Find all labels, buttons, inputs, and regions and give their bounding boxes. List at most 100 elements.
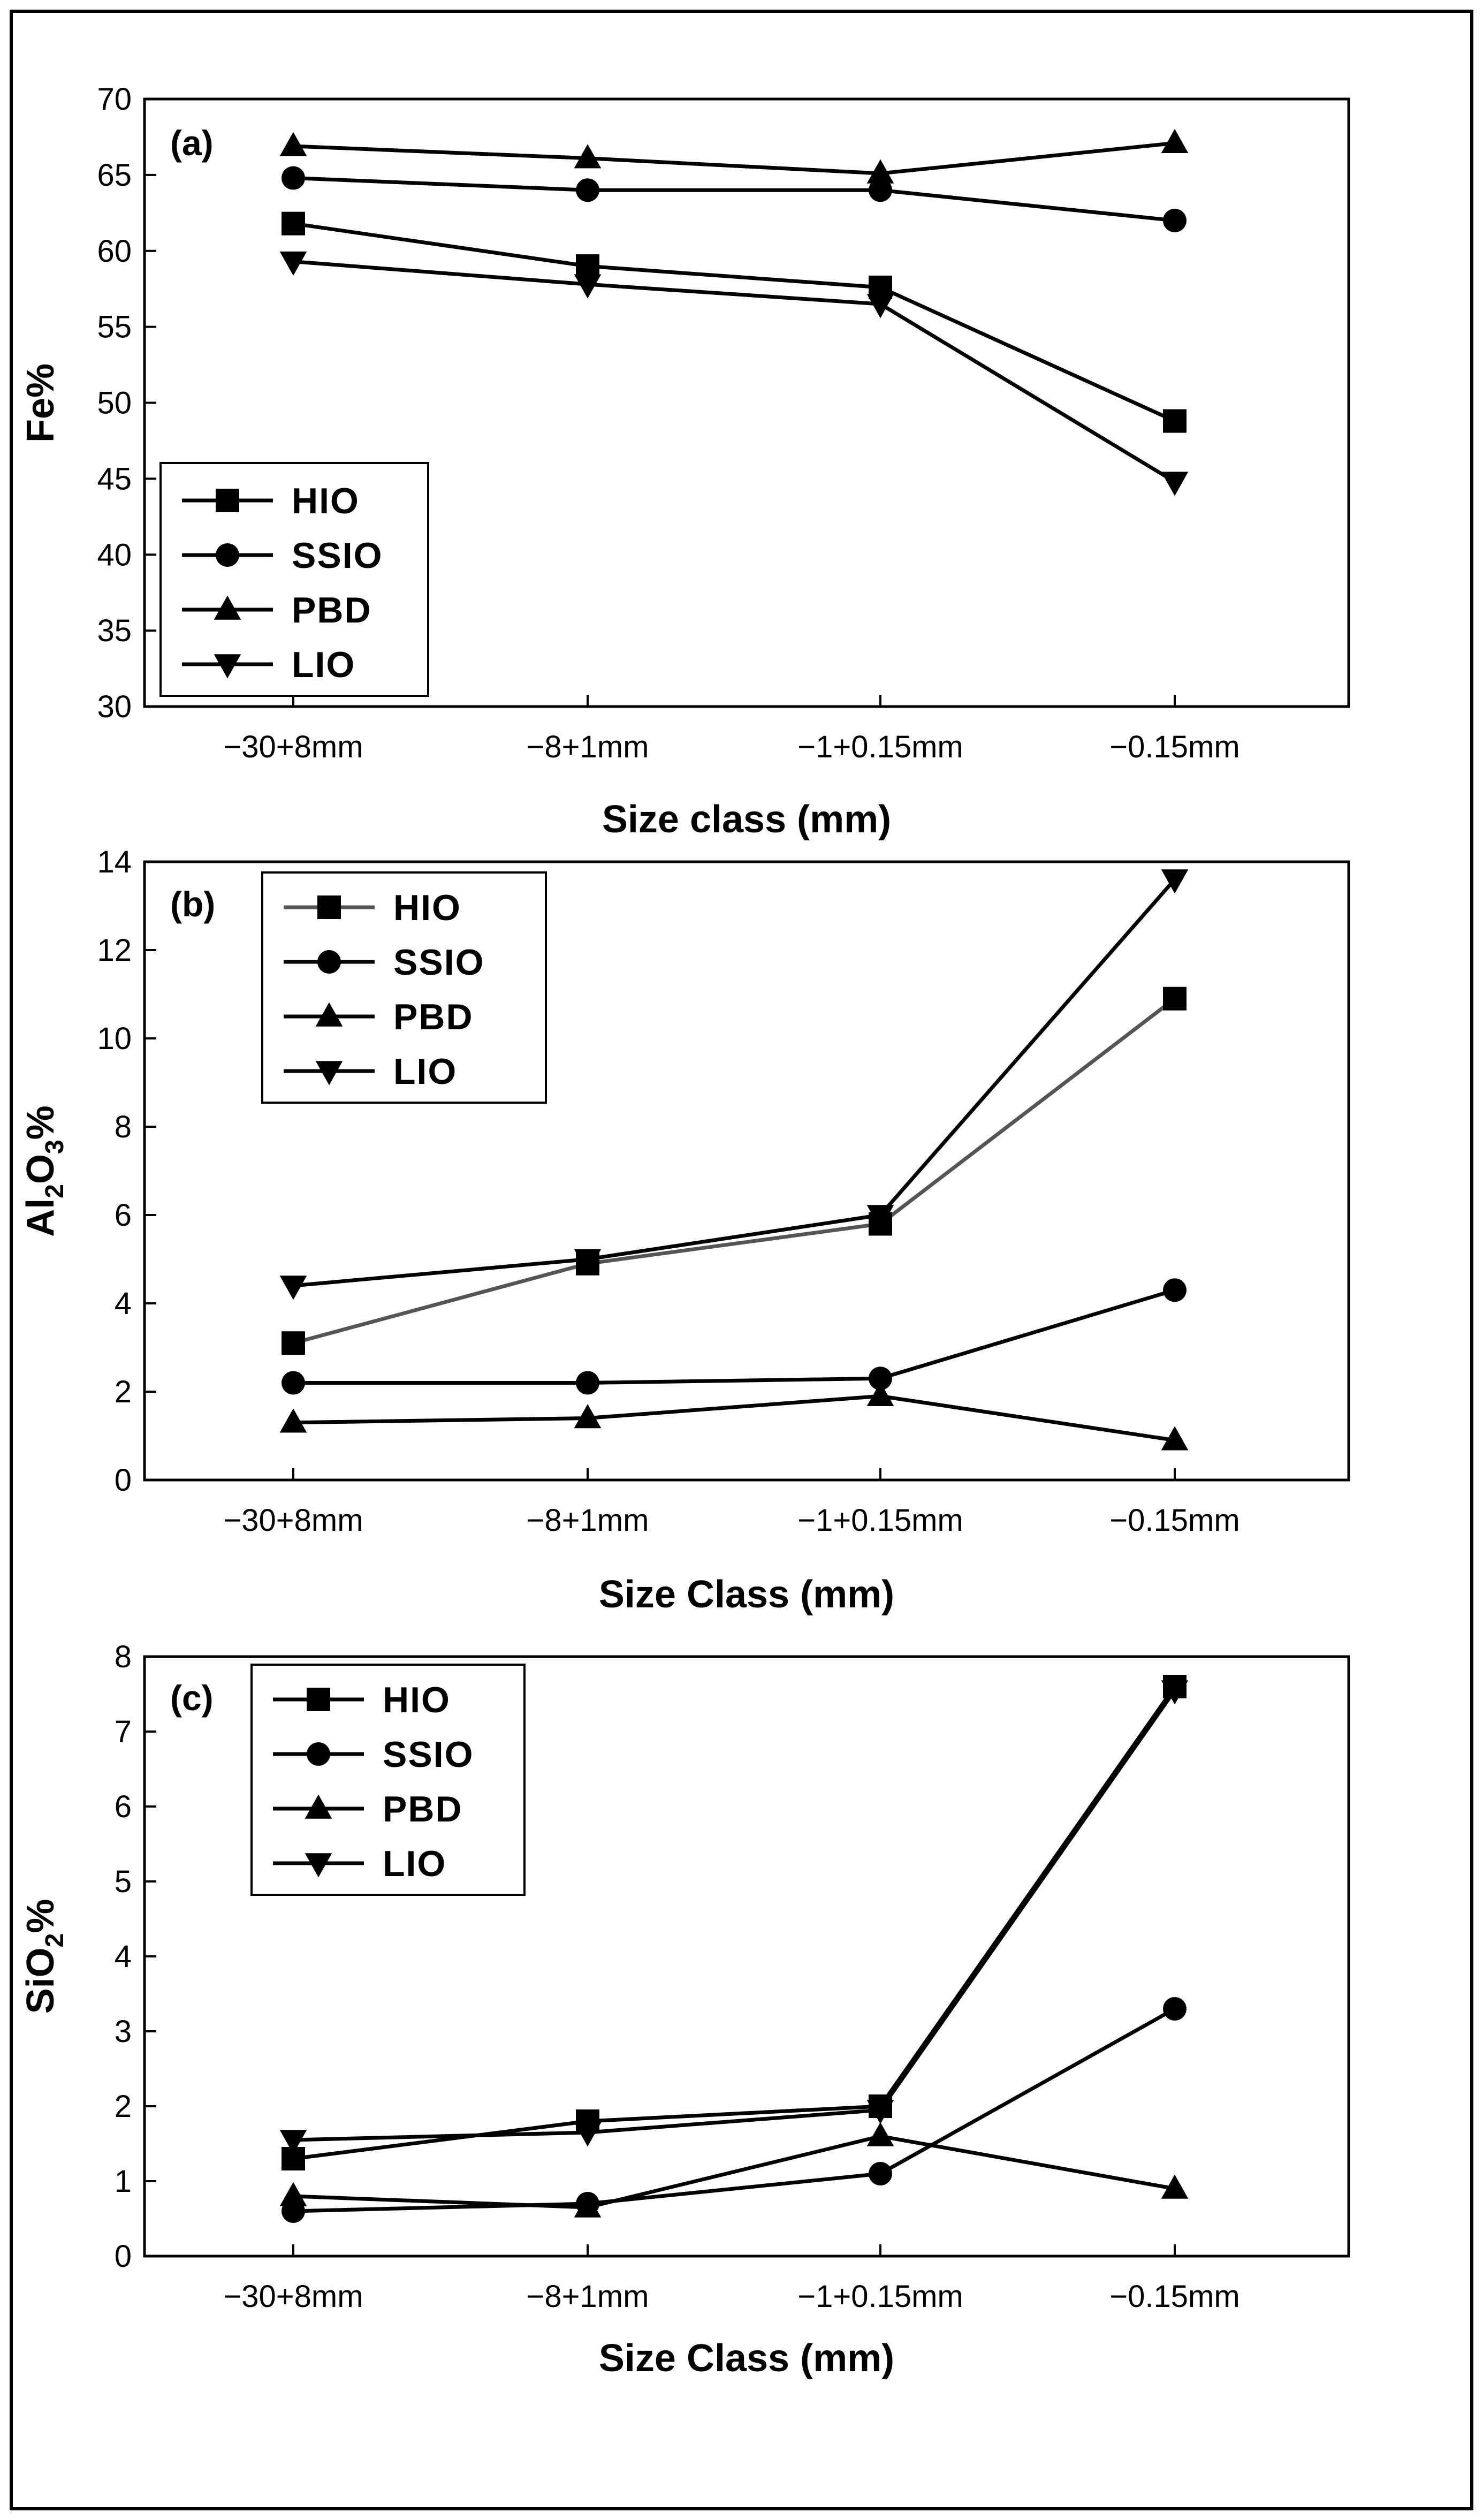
legend-marker-ssio bbox=[216, 543, 239, 567]
legend-label-ssio: SSIO bbox=[383, 1734, 474, 1775]
data-point-hio bbox=[1163, 409, 1187, 433]
data-point-pbd bbox=[279, 1408, 307, 1433]
data-point-hio bbox=[282, 211, 305, 236]
legend-marker-pbd bbox=[305, 1794, 332, 1819]
y-tick-label: 12 bbox=[97, 933, 132, 968]
data-point-pbd bbox=[1161, 128, 1189, 153]
legend-label-hio: HIO bbox=[292, 481, 360, 521]
y-axis-c: 0 1 2 3 4 5 6 7 8 bbox=[115, 1639, 156, 2274]
data-point-ssio bbox=[576, 1371, 599, 1395]
data-point-ssio bbox=[1163, 209, 1187, 232]
x-axis-a: −30+8mm −8+1mm −1+0.15mm −0.15mm bbox=[223, 695, 1240, 764]
series-line-hio bbox=[293, 997, 1176, 1345]
y-tick-label: 3 bbox=[115, 2014, 132, 2049]
legend-a: HIO SSIO PBD LIO bbox=[159, 462, 429, 697]
series-line-hio bbox=[293, 1685, 1176, 2161]
y-axis-title-c: SiO2% bbox=[19, 1899, 69, 2014]
legend-marker-hio bbox=[216, 489, 239, 512]
series-line-ssio bbox=[293, 2007, 1176, 2213]
data-point-hio bbox=[282, 1331, 305, 1355]
legend-box-b bbox=[261, 871, 547, 1104]
y-tick-label: 6 bbox=[115, 1789, 132, 1824]
y-tick-label: 8 bbox=[115, 1639, 132, 1674]
y-tick-label: 4 bbox=[115, 1286, 132, 1321]
y-axis-b: 0 2 4 6 8 10 12 14 bbox=[97, 845, 156, 1498]
data-point-ssio bbox=[869, 2162, 892, 2185]
series-line-lio bbox=[293, 878, 1176, 1288]
y-tick-label: 6 bbox=[115, 1198, 132, 1233]
data-point-ssio bbox=[576, 178, 599, 202]
y-axis-a: 30 35 40 45 50 55 60 65 70 bbox=[97, 82, 156, 724]
x-tick-label: −8+1mm bbox=[527, 2279, 649, 2314]
legend-marker-pbd bbox=[214, 595, 241, 620]
data-point-lio bbox=[1161, 869, 1189, 894]
data-point-pbd bbox=[279, 2182, 307, 2206]
x-tick-label: −1+0.15mm bbox=[797, 730, 963, 764]
series-layer-b bbox=[279, 869, 1189, 1451]
y-tick-label: 40 bbox=[97, 537, 132, 572]
data-point-lio bbox=[1161, 1680, 1189, 1705]
x-axis-title-c: Size Class (mm) bbox=[599, 2337, 894, 2380]
y-axis-title-b: Al2O3% bbox=[19, 1105, 69, 1236]
y-tick-label: 1 bbox=[115, 2164, 132, 2199]
legend-label-lio: LIO bbox=[393, 1051, 457, 1092]
data-point-hio bbox=[1163, 986, 1187, 1011]
x-tick-label: −30+8mm bbox=[223, 1503, 363, 1538]
data-point-pbd bbox=[574, 2193, 602, 2218]
y-tick-label: 14 bbox=[97, 845, 132, 879]
data-point-lio bbox=[574, 2122, 602, 2147]
data-point-lio bbox=[866, 2100, 894, 2124]
data-point-lio bbox=[279, 2130, 307, 2154]
series-line-lio bbox=[293, 1689, 1176, 2142]
y-tick-label: 65 bbox=[97, 158, 132, 193]
x-tick-label: −8+1mm bbox=[527, 1503, 649, 1538]
data-point-pbd bbox=[1161, 2174, 1189, 2199]
y-tick-label: 5 bbox=[115, 1864, 132, 1899]
y-tick-label: 55 bbox=[97, 310, 132, 345]
y-tick-label: 2 bbox=[115, 2089, 132, 2124]
x-axis-b: −30+8mm −8+1mm −1+0.15mm −0.15mm bbox=[223, 1468, 1240, 1538]
data-point-pbd bbox=[866, 1382, 894, 1406]
data-point-lio bbox=[574, 274, 602, 299]
data-point-ssio bbox=[869, 178, 892, 202]
legend-c: HIO SSIO PBD LIO bbox=[250, 1664, 526, 1896]
data-point-pbd bbox=[866, 159, 894, 184]
legend-marker-lio bbox=[214, 654, 241, 679]
x-tick-label: −1+0.15mm bbox=[797, 2279, 963, 2314]
panel-c: (c) 0 1 2 3 4 5 6 7 8 −30+8mm −8+1mm −1+0.15mm −0.1… bbox=[19, 1639, 1350, 2380]
figure-frame bbox=[10, 10, 1473, 2510]
panel-label-a: (a) bbox=[170, 123, 214, 163]
legend-label-ssio: SSIO bbox=[292, 535, 383, 576]
data-point-lio bbox=[866, 294, 894, 318]
x-tick-label: −0.15mm bbox=[1109, 1503, 1239, 1538]
legend-marker-lio bbox=[305, 1853, 332, 1878]
data-point-pbd bbox=[866, 2122, 894, 2146]
series-line-ssio bbox=[293, 1288, 1176, 1385]
x-tick-label: −0.15mm bbox=[1109, 730, 1239, 764]
panel-label-c: (c) bbox=[170, 1678, 214, 1718]
plot-area-b bbox=[143, 860, 1350, 1482]
legend-label-ssio: SSIO bbox=[393, 942, 485, 983]
y-tick-label: 35 bbox=[97, 613, 132, 648]
data-point-lio bbox=[279, 1276, 307, 1300]
series-layer-a bbox=[279, 128, 1189, 496]
legend-marker-ssio bbox=[307, 1742, 330, 1766]
y-tick-label: 70 bbox=[97, 82, 132, 117]
legend-box-c bbox=[250, 1664, 526, 1896]
y-tick-label: 4 bbox=[115, 1939, 132, 1974]
x-tick-label: −8+1mm bbox=[527, 730, 649, 764]
data-point-hio bbox=[576, 254, 599, 278]
legend-label-lio: LIO bbox=[292, 644, 355, 685]
data-point-ssio bbox=[869, 1367, 892, 1391]
data-point-pbd bbox=[1161, 1426, 1189, 1451]
panel-b: (b) 0 2 4 6 8 10 12 14 −30+8mm −8+1mm −1+0.15mm −0… bbox=[19, 845, 1350, 1616]
x-tick-label: −30+8mm bbox=[223, 2279, 363, 2314]
data-point-lio bbox=[574, 1249, 602, 1273]
series-line-lio bbox=[293, 260, 1176, 484]
y-tick-label: 0 bbox=[115, 2239, 132, 2274]
y-axis-title-a: Fe% bbox=[19, 363, 62, 443]
series-line-ssio bbox=[293, 176, 1175, 223]
data-point-ssio bbox=[282, 166, 305, 190]
y-tick-label: 2 bbox=[115, 1375, 132, 1409]
